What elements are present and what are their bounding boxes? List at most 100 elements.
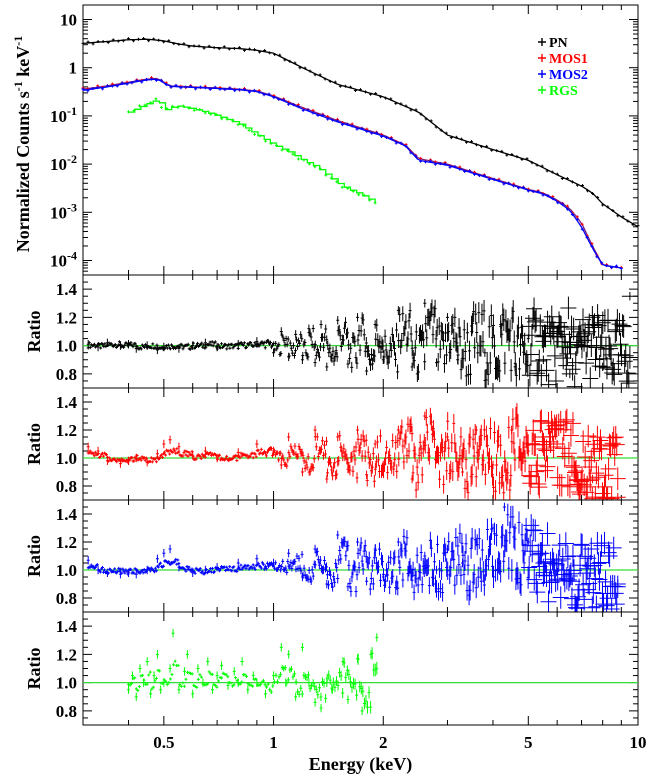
ratio-data-point bbox=[462, 564, 466, 585]
ratio-data-point bbox=[375, 318, 379, 332]
ratio-data-point bbox=[595, 347, 612, 371]
data-point bbox=[145, 77, 149, 81]
ratio-data-point bbox=[370, 461, 374, 474]
data-point bbox=[237, 46, 241, 50]
data-point bbox=[586, 189, 590, 193]
ratio-data-point bbox=[473, 337, 477, 359]
data-point bbox=[428, 159, 432, 163]
ratio-data-point bbox=[250, 566, 254, 570]
ratio-data-point bbox=[525, 518, 542, 542]
ratio-data-point bbox=[549, 568, 566, 591]
ratio-data-point bbox=[411, 465, 415, 481]
data-point bbox=[619, 267, 623, 271]
ratio-data-point bbox=[263, 682, 267, 687]
ratio-data-point bbox=[514, 364, 518, 387]
ratio-data-point bbox=[510, 425, 514, 435]
ratio-data-point bbox=[263, 564, 267, 569]
ratio-data-point bbox=[489, 304, 493, 327]
ratio-data-point bbox=[392, 341, 396, 356]
y-tick-label: 10-1 bbox=[50, 104, 77, 126]
ratio-data-point bbox=[232, 683, 236, 687]
ratio-data-point bbox=[492, 334, 496, 358]
ratio-data-point bbox=[442, 354, 446, 373]
ratio-data-point bbox=[244, 674, 248, 678]
ratio-data-point bbox=[277, 674, 281, 680]
ratio-data-point bbox=[170, 343, 174, 347]
ratio-data-point bbox=[99, 346, 103, 350]
data-point bbox=[419, 112, 423, 116]
ratio-data-point bbox=[438, 559, 442, 578]
ratio-data-point bbox=[563, 315, 580, 339]
ratio-data-point bbox=[474, 303, 478, 325]
ratio-data-point bbox=[272, 679, 276, 685]
data-point bbox=[248, 47, 251, 51]
ratio-data-point bbox=[313, 544, 317, 554]
ratio-data-point bbox=[431, 325, 435, 344]
ratio-data-point bbox=[287, 549, 291, 558]
data-point bbox=[368, 198, 372, 202]
ratio-data-point bbox=[325, 678, 329, 687]
ratio-data-point bbox=[353, 678, 357, 690]
data-point bbox=[86, 40, 90, 44]
ratio-data-point bbox=[279, 643, 283, 652]
ratio-data-point bbox=[191, 689, 195, 699]
data-point bbox=[345, 122, 349, 126]
ratio-data-point bbox=[349, 342, 353, 354]
ratio-data-point bbox=[435, 565, 439, 575]
data-point bbox=[150, 77, 154, 81]
ratio-data-point bbox=[410, 362, 414, 372]
ratio-data-point bbox=[376, 560, 380, 574]
ratio-data-point bbox=[204, 683, 208, 687]
data-point bbox=[142, 37, 146, 41]
ratio-data-point bbox=[398, 307, 402, 323]
ratio-data-point bbox=[364, 337, 368, 350]
ratio-data-point bbox=[559, 342, 576, 366]
ratio-data-point bbox=[310, 340, 314, 349]
data-point bbox=[497, 179, 501, 183]
ratio-data-point bbox=[404, 429, 408, 445]
ratio-data-point bbox=[286, 558, 290, 565]
ratio-data-point bbox=[494, 480, 498, 500]
ratio-data-point bbox=[224, 343, 228, 347]
ratio-data-point bbox=[168, 435, 172, 444]
data-point bbox=[351, 189, 355, 193]
ratio-data-point bbox=[373, 544, 377, 554]
ratio-data-point bbox=[425, 329, 429, 347]
ratio-data-point bbox=[318, 556, 322, 565]
ratio-data-point bbox=[206, 682, 210, 686]
y-tick-label: 1.0 bbox=[56, 561, 77, 580]
data-point bbox=[301, 108, 305, 112]
ratio-data-point bbox=[167, 680, 171, 685]
ratio-data-point bbox=[471, 428, 475, 450]
ratio-data-point bbox=[336, 530, 340, 540]
y-tick-label: 1.2 bbox=[56, 308, 77, 327]
ratio-data-point bbox=[209, 672, 213, 676]
ratio-data-point bbox=[314, 685, 318, 694]
y-axis-label-part: keV bbox=[13, 46, 33, 82]
data-point bbox=[242, 88, 246, 92]
ratio-data-point bbox=[251, 671, 255, 680]
series-pn bbox=[81, 37, 640, 228]
ratio-data-point bbox=[456, 355, 460, 364]
ratio-data-point bbox=[391, 433, 395, 448]
ratio-data-point bbox=[582, 367, 599, 388]
ratio-data-point bbox=[584, 596, 601, 612]
ratio-data-point bbox=[502, 502, 506, 512]
ratio-data-point bbox=[458, 326, 462, 347]
data-point bbox=[343, 84, 347, 88]
ratio-data-point bbox=[365, 474, 369, 487]
ratio-data-point bbox=[294, 566, 298, 573]
data-point bbox=[111, 38, 115, 42]
ratio-data-point bbox=[526, 568, 543, 591]
ratio-data-point bbox=[441, 438, 445, 457]
ratio-data-point bbox=[325, 474, 329, 484]
ratio-data-point bbox=[391, 569, 395, 584]
data-point bbox=[159, 105, 163, 109]
series-mos2 bbox=[81, 77, 623, 271]
ratio-data-point bbox=[415, 459, 419, 476]
ratio-data-point bbox=[445, 313, 449, 322]
ratio-data-point bbox=[130, 681, 134, 686]
ratio-data-point bbox=[284, 565, 288, 571]
ratio-data-point bbox=[226, 675, 230, 679]
ratio-axis-label: Ratio bbox=[24, 535, 44, 577]
